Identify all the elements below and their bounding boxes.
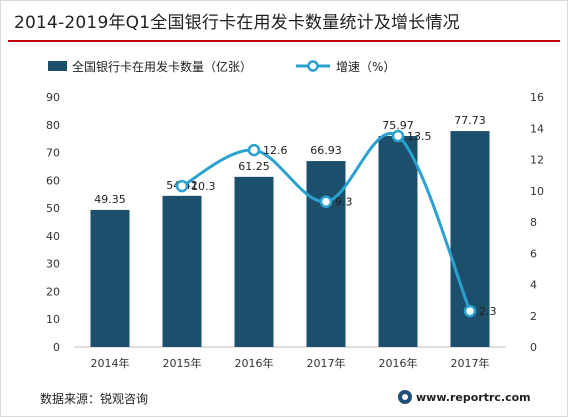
y-right-tick-label: 12 [530,154,544,167]
y-right-tick-label: 4 [530,279,537,292]
y-left-tick-label: 20 [46,285,60,298]
bar-value-label: 75.97 [382,119,414,132]
growth-point [175,179,189,193]
y-left-tick-label: 50 [46,202,60,215]
legend-bar-swatch [48,61,67,71]
legend-bar-label: 全国银行卡在用发卡数量（亿张） [72,59,252,74]
y-left-tick-label: 60 [46,174,60,187]
x-tick-label: 2015年 [163,356,202,370]
x-tick-label: 2016年 [235,356,274,370]
growth-point [463,304,477,318]
x-tick-label: 2017年 [307,356,346,370]
bar-value-label: 77.73 [454,114,486,127]
y-right-tick-label: 0 [530,341,537,354]
y-right-tick-label: 14 [530,122,544,135]
bar [306,161,346,347]
y-right-tick-label: 16 [530,91,544,104]
site-logo-icon [398,390,412,404]
growth-value-label: 10.3 [191,180,216,193]
website-url: www.reportrc.com [416,391,531,404]
y-left-tick-label: 80 [46,119,60,132]
bar-value-label: 66.93 [310,144,342,157]
legend-line-label: 增速（%） [336,60,395,74]
y-right-tick-label: 8 [530,216,537,229]
y-left-tick-label: 0 [53,341,60,354]
x-tick-label: 2016年 [379,356,418,370]
growth-line [181,131,472,312]
bar-value-label: 49.35 [94,193,126,206]
chart-title: 2014-2019年Q1全国银行卡在用发卡数量统计及增长情况 [14,13,460,33]
bar [90,209,130,347]
growth-value-label: 2.3 [479,305,497,318]
growth-value-label: 9.3 [335,196,353,209]
y-left-tick-label: 90 [46,91,60,104]
x-tick-label: 2017年 [451,356,490,370]
growth-point [391,129,405,143]
legend-line-marker [307,60,319,72]
line-series: 10.3 12.6 9.3 13.5 2.3 [175,129,497,318]
growth-value-label: 12.6 [263,144,288,157]
bar [378,135,418,347]
growth-point [247,143,261,157]
y-left-tick-label: 70 [46,147,60,160]
y-left-tick-label: 30 [46,258,60,271]
y-right-tick-label: 6 [530,247,537,260]
y-right-tick-label: 10 [530,185,544,198]
y-left-tick-label: 40 [46,230,60,243]
title-underline [8,40,560,42]
growth-point [319,195,333,208]
legend: 全国银行卡在用发卡数量（亿张） 增速（%） [48,59,395,74]
y-right-tick-label: 2 [530,310,537,323]
x-tick-label: 2014年 [91,356,130,370]
bar [234,176,274,347]
data-source: 数据来源：锐观咨询 [40,392,149,406]
y-left-tick-label: 10 [46,313,60,326]
axes: 0 10 20 30 40 50 60 70 80 90 0 2 4 6 8 10 12 14 16 2014年 201… [46,91,544,370]
bar [162,195,202,347]
growth-value-label: 13.5 [407,130,432,143]
bar-value-label: 61.25 [238,160,270,173]
